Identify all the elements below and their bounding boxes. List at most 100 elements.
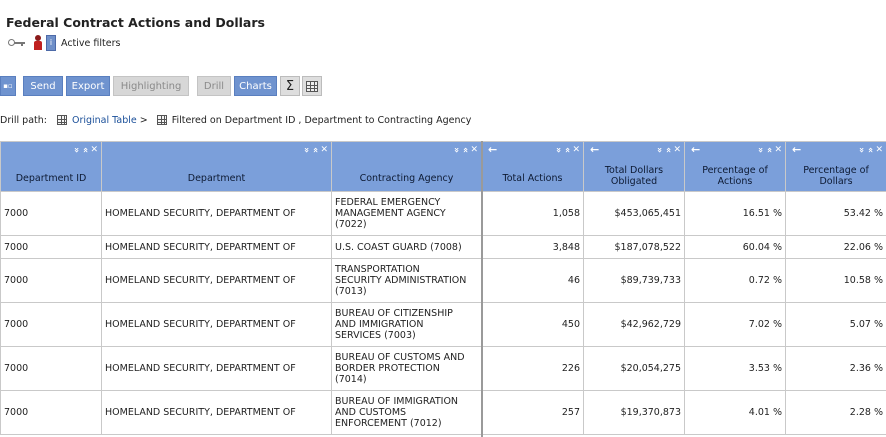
expand-icon[interactable]: « — [864, 146, 875, 153]
drill-path: Drill path: Original Table > Filtered on… — [0, 112, 471, 128]
cell-percentage-dollars[interactable]: 22.06 % — [785, 235, 886, 259]
cell-total-actions[interactable]: 1,058 — [481, 191, 584, 236]
cell-contracting-agency[interactable]: U.S. COAST GUARD (7008) — [331, 235, 482, 259]
close-icon[interactable]: ✕ — [572, 144, 580, 155]
cell-percentage-dollars[interactable]: 53.42 % — [785, 191, 886, 236]
expand-icon[interactable]: « — [662, 146, 673, 153]
cell-total-actions[interactable]: 257 — [481, 390, 584, 435]
cell-department-id[interactable]: 7000 — [0, 258, 102, 303]
table-row[interactable]: 7000 HOMELAND SECURITY, DEPARTMENT OF BU… — [0, 302, 886, 347]
cell-department[interactable]: HOMELAND SECURITY, DEPARTMENT OF — [101, 258, 332, 303]
cell-percentage-dollars[interactable]: 10.58 % — [785, 258, 886, 303]
cell-department[interactable]: HOMELAND SECURITY, DEPARTMENT OF — [101, 191, 332, 236]
info-icon[interactable]: i — [46, 35, 56, 51]
highlighting-button[interactable]: Highlighting — [113, 76, 189, 96]
drill-button[interactable]: Drill — [197, 76, 231, 96]
cell-contracting-agency[interactable]: BUREAU OF IMMIGRATION AND CUSTOMS ENFORCEM… — [331, 390, 482, 435]
cell-percentage-actions[interactable]: 16.51 % — [684, 191, 786, 236]
cell-total-dollars[interactable]: $19,370,873 — [583, 390, 685, 435]
cell-department-id[interactable]: 7000 — [0, 191, 102, 236]
agency-line: TRANSPORTATION — [335, 264, 420, 275]
back-arrow-icon[interactable]: ← — [488, 143, 498, 156]
back-arrow-icon[interactable]: ← — [792, 143, 802, 156]
expand-icon[interactable]: « — [79, 146, 90, 153]
cell-department-id[interactable]: 7000 — [0, 346, 102, 391]
agency-line: SERVICES (7003) — [335, 330, 416, 341]
close-icon[interactable]: ✕ — [470, 144, 478, 155]
active-filters-label[interactable]: Active filters — [61, 37, 121, 49]
cell-total-actions[interactable]: 46 — [481, 258, 584, 303]
close-icon[interactable]: ✕ — [673, 144, 681, 155]
expand-icon[interactable]: « — [459, 146, 470, 153]
column-header-department-id[interactable]: » « ✕ Department ID — [0, 141, 102, 192]
table-row[interactable]: 7000 HOMELAND SECURITY, DEPARTMENT OF BU… — [0, 390, 886, 435]
drill-path-label: Drill path: — [0, 114, 47, 126]
cell-total-dollars[interactable]: $42,962,729 — [583, 302, 685, 347]
agency-line: BUREAU OF IMMIGRATION — [335, 396, 459, 407]
table-row[interactable]: 7000 HOMELAND SECURITY, DEPARTMENT OF TR… — [0, 258, 886, 303]
column-header-total-dollars[interactable]: ← » « ✕ Total Dollars Obligated — [583, 141, 685, 192]
table-view-button[interactable] — [302, 76, 322, 96]
sum-button[interactable]: Σ — [280, 76, 300, 96]
send-button[interactable]: Send — [23, 76, 63, 96]
key-icon[interactable] — [8, 37, 26, 49]
sidebar-toggle-button[interactable]: ▪▫ — [0, 76, 16, 96]
cell-total-actions[interactable]: 226 — [481, 346, 584, 391]
agency-line: (7014) — [335, 374, 367, 385]
table-row[interactable]: 7000 HOMELAND SECURITY, DEPARTMENT OF FE… — [0, 191, 886, 236]
close-icon[interactable]: ✕ — [774, 144, 782, 155]
agency-line: ENFORCEMENT (7012) — [335, 418, 442, 429]
drill-path-separator: > — [139, 114, 148, 126]
cell-percentage-dollars[interactable]: 2.36 % — [785, 346, 886, 391]
expand-icon[interactable]: « — [309, 146, 320, 153]
agency-line: SECURITY ADMINISTRATION — [335, 275, 467, 286]
panel-icon: ▪▫ — [3, 82, 13, 90]
column-header-contracting-agency[interactable]: » « ✕ Contracting Agency — [331, 141, 482, 192]
cell-percentage-actions[interactable]: 60.04 % — [684, 235, 786, 259]
column-header-percentage-dollars[interactable]: ← » « ✕ Percentage of Dollars — [785, 141, 886, 192]
cell-total-dollars[interactable]: $89,739,733 — [583, 258, 685, 303]
agency-line: AND CUSTOMS — [335, 407, 407, 418]
cell-department[interactable]: HOMELAND SECURITY, DEPARTMENT OF — [101, 235, 332, 259]
cell-contracting-agency[interactable]: TRANSPORTATION SECURITY ADMINISTRATION (70… — [331, 258, 482, 303]
cell-department[interactable]: HOMELAND SECURITY, DEPARTMENT OF — [101, 390, 332, 435]
cell-total-actions[interactable]: 450 — [481, 302, 584, 347]
cell-contracting-agency[interactable]: BUREAU OF CUSTOMS AND BORDER PROTECTION (7… — [331, 346, 482, 391]
table-row[interactable]: 7000 HOMELAND SECURITY, DEPARTMENT OF U.… — [0, 235, 886, 259]
cell-department-id[interactable]: 7000 — [0, 390, 102, 435]
cell-total-actions[interactable]: 3,848 — [481, 235, 584, 259]
back-arrow-icon[interactable]: ← — [691, 143, 701, 156]
back-arrow-icon[interactable]: ← — [590, 143, 600, 156]
cell-percentage-actions[interactable]: 0.72 % — [684, 258, 786, 303]
column-header-percentage-actions[interactable]: ← » « ✕ Percentage of Actions — [684, 141, 786, 192]
cell-percentage-actions[interactable]: 4.01 % — [684, 390, 786, 435]
agency-line: (7022) — [335, 219, 367, 230]
cell-percentage-dollars[interactable]: 5.07 % — [785, 302, 886, 347]
cell-department[interactable]: HOMELAND SECURITY, DEPARTMENT OF — [101, 346, 332, 391]
charts-button[interactable]: Charts — [234, 76, 277, 96]
close-icon[interactable]: ✕ — [875, 144, 883, 155]
cell-total-dollars[interactable]: $187,078,522 — [583, 235, 685, 259]
cell-percentage-actions[interactable]: 7.02 % — [684, 302, 786, 347]
cell-total-dollars[interactable]: $20,054,275 — [583, 346, 685, 391]
expand-icon[interactable]: « — [763, 146, 774, 153]
export-button[interactable]: Export — [66, 76, 110, 96]
cell-percentage-dollars[interactable]: 2.28 % — [785, 390, 886, 435]
cell-department-id[interactable]: 7000 — [0, 235, 102, 259]
close-icon[interactable]: ✕ — [320, 144, 328, 155]
cell-department[interactable]: HOMELAND SECURITY, DEPARTMENT OF — [101, 302, 332, 347]
cell-contracting-agency[interactable]: BUREAU OF CITIZENSHIP AND IMMIGRATION SERV… — [331, 302, 482, 347]
agency-line: BUREAU OF CUSTOMS AND — [335, 352, 465, 363]
table-row[interactable]: 7000 HOMELAND SECURITY, DEPARTMENT OF BU… — [0, 346, 886, 391]
user-icon[interactable] — [34, 35, 42, 51]
close-icon[interactable]: ✕ — [90, 144, 98, 155]
cell-total-dollars[interactable]: $453,065,451 — [583, 191, 685, 236]
cell-contracting-agency[interactable]: FEDERAL EMERGENCY MANAGEMENT AGENCY (7022) — [331, 191, 482, 236]
column-header-department[interactable]: » « ✕ Department — [101, 141, 332, 192]
expand-icon[interactable]: « — [561, 146, 572, 153]
column-header-total-actions[interactable]: ← » « ✕ Total Actions — [481, 141, 584, 192]
cell-percentage-actions[interactable]: 3.53 % — [684, 346, 786, 391]
drill-path-link-original[interactable]: Original Table — [71, 114, 137, 126]
column-label: Percentage of Actions — [702, 165, 768, 187]
cell-department-id[interactable]: 7000 — [0, 302, 102, 347]
